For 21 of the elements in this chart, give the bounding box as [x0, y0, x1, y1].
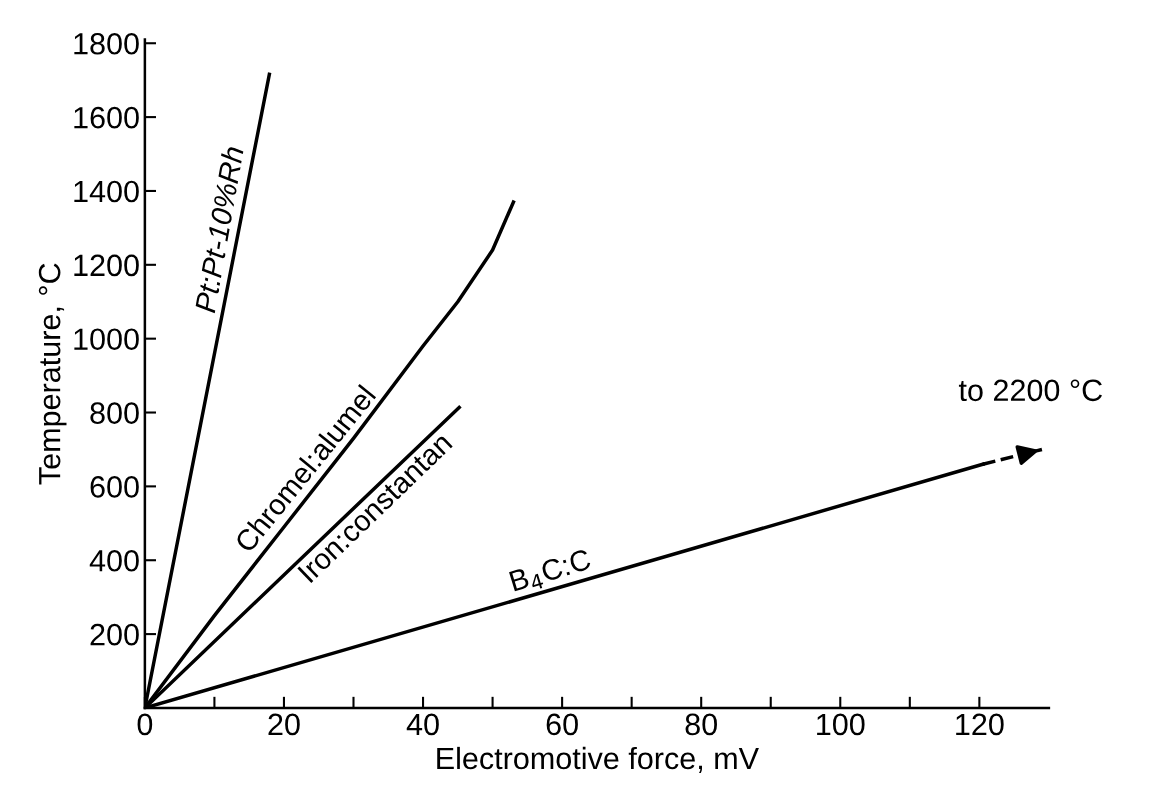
y-tick-label: 1600: [74, 106, 139, 129]
y-tick-label: 1000: [74, 328, 139, 351]
y-tick-label: 1800: [74, 32, 139, 55]
y-tick-label: 600: [90, 476, 139, 498]
y-tick-label: 400: [89, 549, 139, 572]
x-axis-title: Electromotive force, mV: [437, 746, 759, 773]
x-tick-label: 120: [956, 713, 1004, 736]
y-tick-label: 200: [90, 623, 139, 646]
text: Pt:Pt-10%Rh: [193, 145, 244, 314]
y-tick-label: 800: [90, 402, 139, 424]
x-tick-label: 0: [137, 713, 153, 736]
x-tick-label: 80: [685, 713, 717, 736]
x-tick-label: 100: [817, 713, 865, 736]
y-tick-label: 1400: [74, 180, 139, 203]
y-tick-label: 1200: [74, 254, 139, 277]
annotation: to 2200 °C: [958, 379, 1103, 402]
text: B$_{4}$C:C: [508, 548, 594, 596]
x-tick-label: 20: [268, 713, 300, 736]
y-axis-title: Temperature, °C: [38, 263, 67, 485]
x-tick-label: 40: [406, 713, 439, 736]
x-tick-label: 60: [546, 713, 578, 736]
